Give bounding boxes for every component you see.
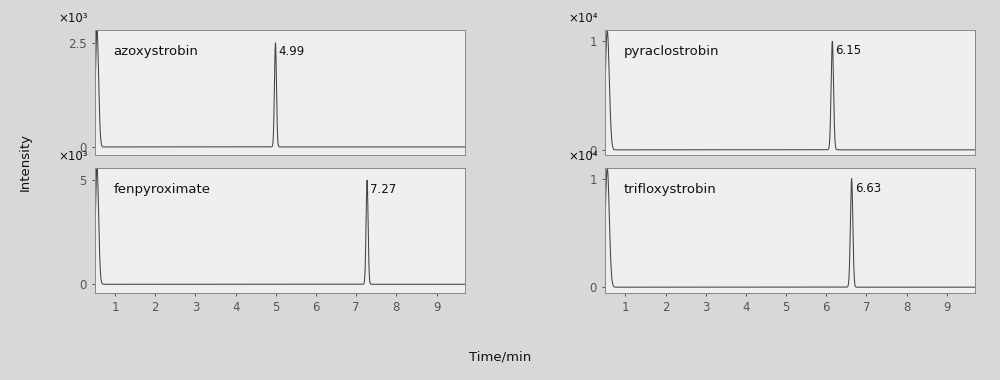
Text: ×10⁴: ×10⁴ [568, 13, 598, 25]
Text: 7.27: 7.27 [370, 183, 397, 196]
Text: Intensity: Intensity [18, 133, 32, 190]
Text: 6.15: 6.15 [836, 44, 862, 57]
Text: Time/min: Time/min [469, 351, 531, 364]
Text: ×10⁴: ×10⁴ [568, 150, 598, 163]
Text: azoxystrobin: azoxystrobin [113, 45, 198, 59]
Text: trifloxystrobin: trifloxystrobin [624, 183, 716, 196]
Text: 4.99: 4.99 [279, 45, 305, 59]
Text: ×10³: ×10³ [58, 13, 88, 25]
Text: pyraclostrobin: pyraclostrobin [624, 45, 719, 59]
Text: fenpyroximate: fenpyroximate [113, 183, 210, 196]
Text: 6.63: 6.63 [855, 182, 881, 195]
Text: ×10³: ×10³ [58, 150, 88, 163]
